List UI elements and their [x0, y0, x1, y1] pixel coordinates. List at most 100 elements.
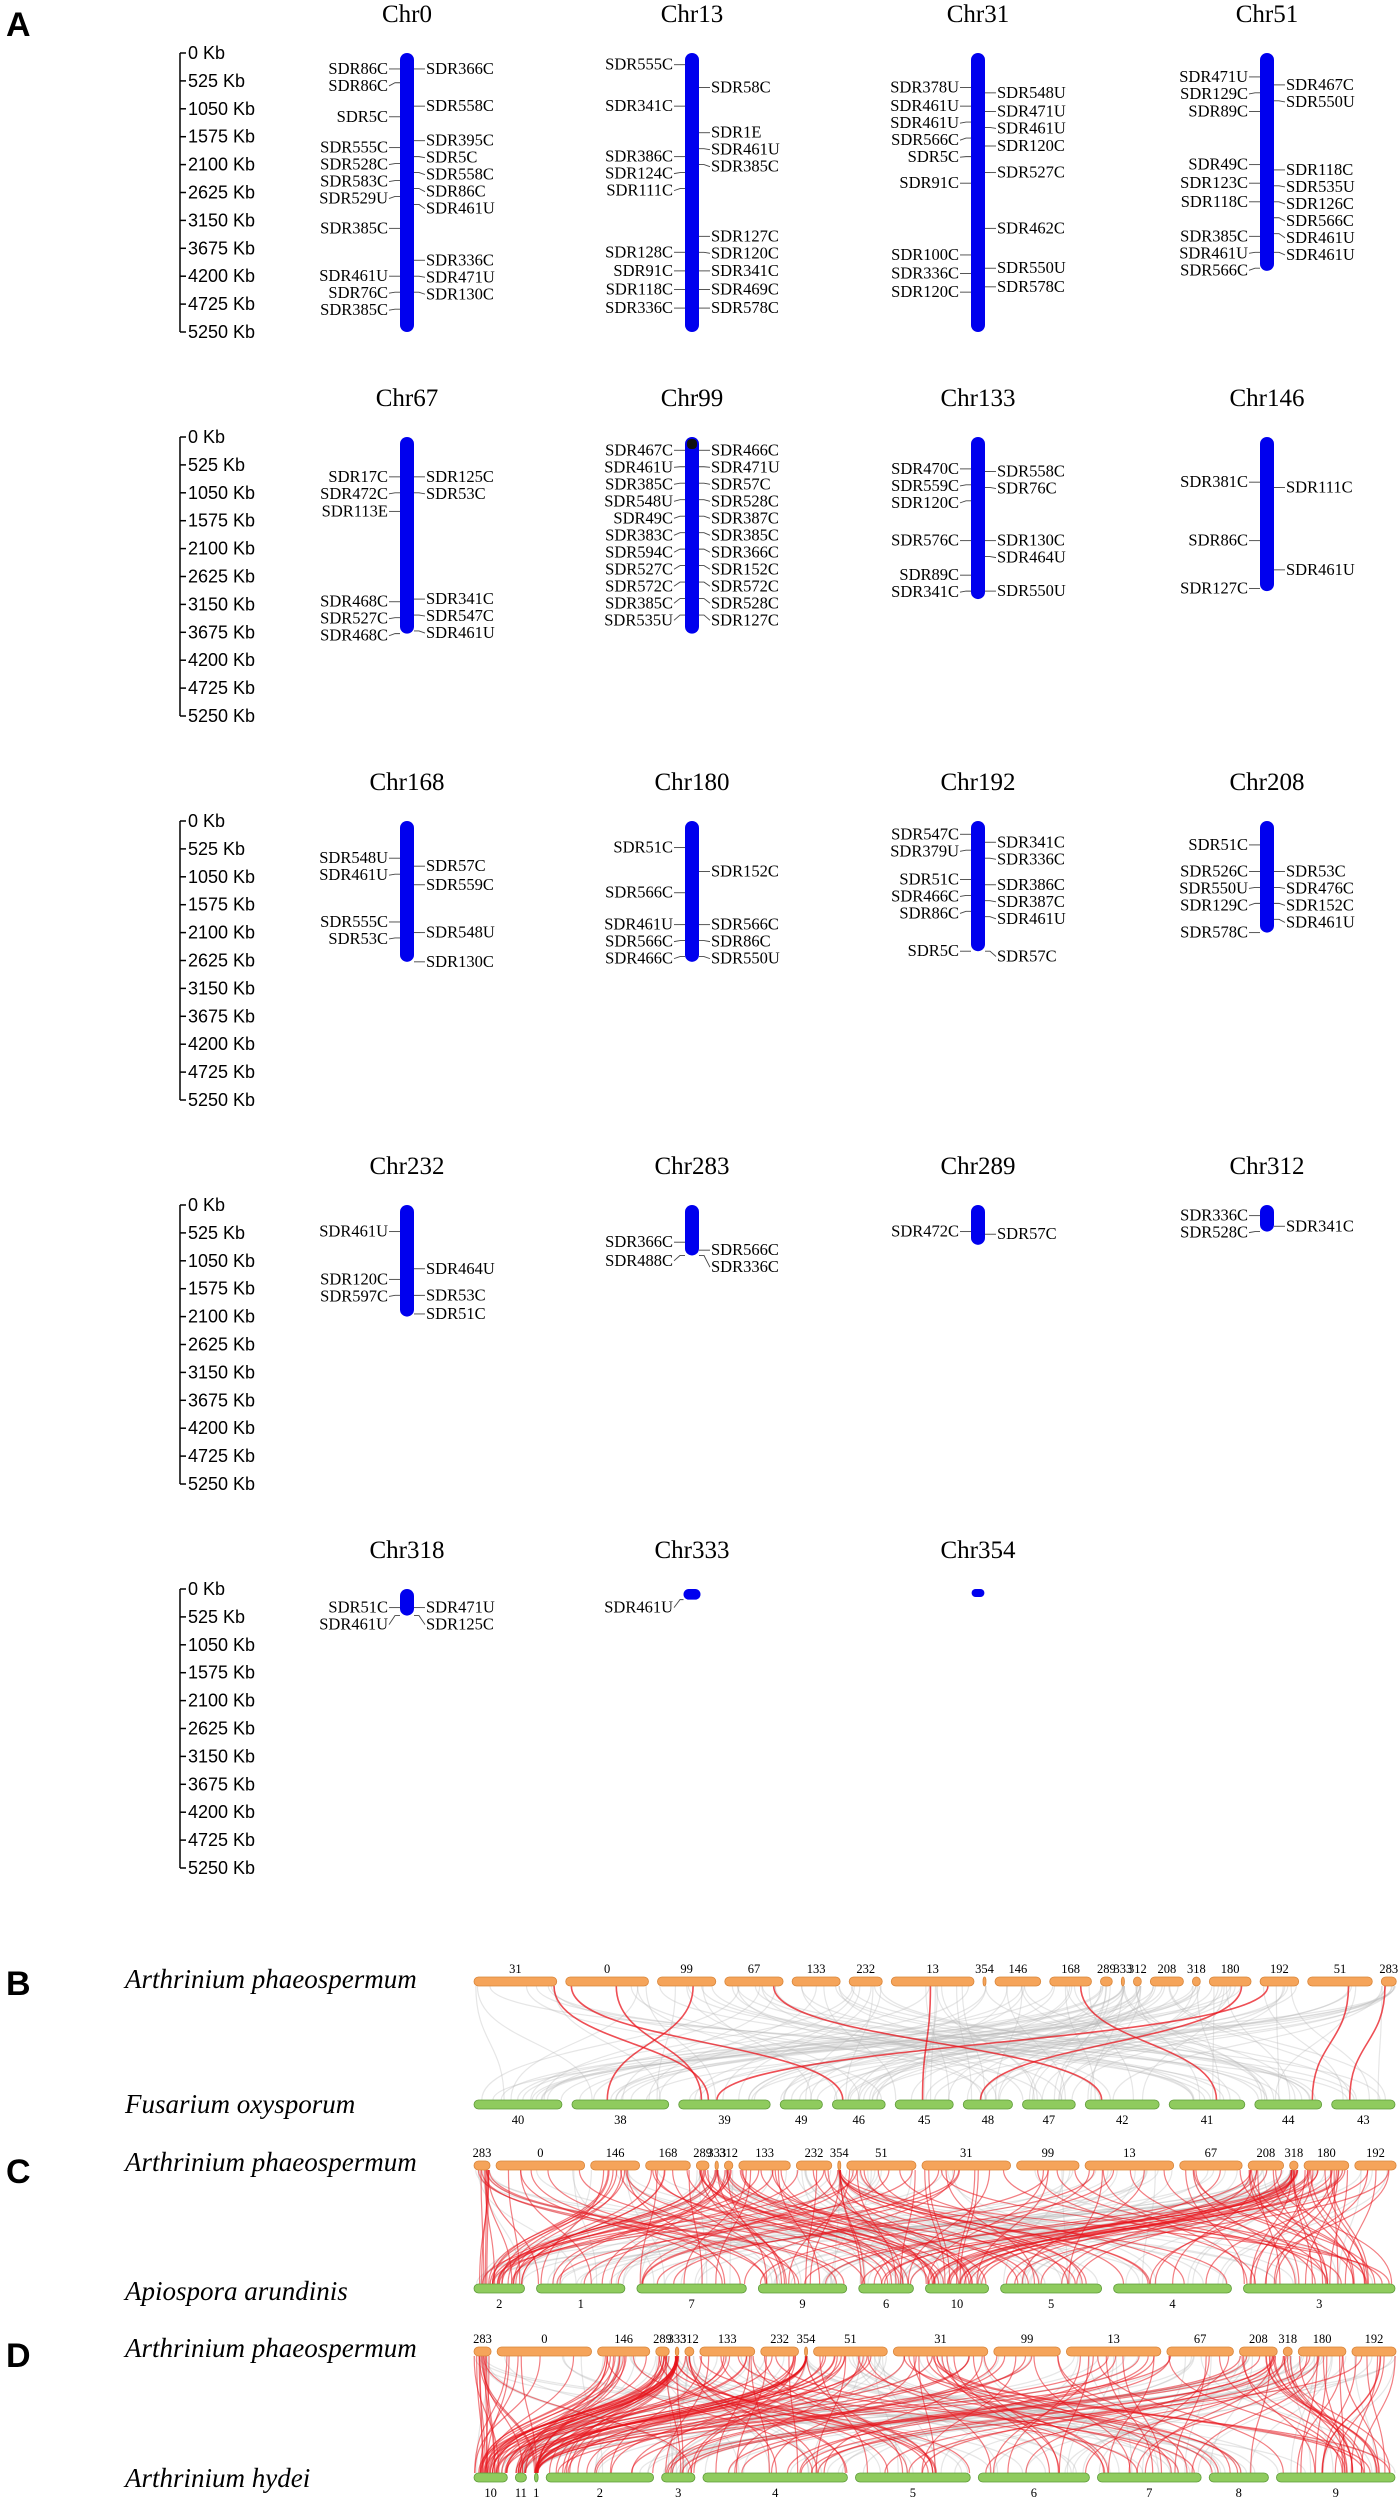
synteny-link-red [586, 2355, 796, 2474]
synteny-link-red [955, 2169, 976, 2285]
chromosome-chr180: Chr180SDR51CSDR566CSDR461USDR566CSDR466C… [604, 769, 780, 968]
panel-d-top-species: Arthrinium phaeospermum [123, 2333, 417, 2363]
synteny-link-grey [680, 2355, 1171, 2474]
synteny-link-grey [546, 1985, 930, 2101]
top-chromosome-bar [848, 1976, 883, 1987]
synteny-link-grey [835, 1985, 1259, 2101]
gene-label: SDR461U [319, 1615, 388, 1634]
top-chromosome-bar [1208, 1976, 1252, 1987]
synteny-link-red [1366, 2355, 1386, 2474]
synteny-link-grey [790, 1985, 1141, 2101]
gene-label: SDR528C [711, 593, 779, 612]
gene-label: SDR57C [997, 1224, 1057, 1243]
top-chromosome-label: 133 [755, 2146, 774, 2160]
synteny-link-grey [531, 1985, 1231, 2101]
synteny-link-red [641, 2169, 839, 2285]
gene-connector [414, 188, 426, 193]
scale-tick-label: 1575 Kb [188, 127, 255, 147]
gene-label: SDR383C [605, 525, 673, 544]
synteny-link-red [1348, 1985, 1386, 2101]
synteny-links [475, 2169, 1393, 2285]
chromosome-chr31: Chr31SDR378USDR461USDR461USDR566CSDR5CSD… [890, 1, 1066, 332]
scale-tick-label: 3150 Kb [188, 1362, 255, 1382]
synteny-link-grey [728, 2355, 1290, 2474]
synteny-link-grey [899, 2169, 1118, 2285]
panel-b-top-species: Arthrinium phaeospermum [123, 1964, 417, 1994]
top-chromosome-bar [1247, 2160, 1285, 2171]
bottom-chromosome-bar [1254, 2099, 1323, 2110]
synteny-link-red [927, 2169, 1045, 2285]
synteny-link-grey [645, 1985, 1395, 2101]
synteny-link-grey [475, 1985, 505, 2101]
scale-tick-label: 525 Kb [188, 1607, 245, 1627]
gene-label: SDR461U [997, 118, 1066, 137]
gene-connector [673, 172, 685, 175]
gene-label: SDR548U [604, 491, 673, 510]
synteny-link-red [857, 2355, 1213, 2474]
synteny-link-grey [879, 1985, 1316, 2101]
bottom-chromosome-label: 44 [1282, 2113, 1295, 2127]
gene-label: SDR120C [891, 493, 959, 512]
synteny-link-red [520, 2355, 538, 2474]
bottom-chromosome-label: 10 [484, 2486, 497, 2500]
synteny-link-red [1128, 2355, 1210, 2474]
synteny-link-grey [1290, 2355, 1316, 2474]
gene-connector [699, 548, 711, 553]
gene-label: SDR555C [320, 912, 388, 931]
synteny-link-red [959, 2169, 979, 2285]
synteny-link-red [559, 2169, 731, 2285]
synteny-link-red [817, 2355, 1274, 2474]
synteny-link-grey [1053, 1985, 1111, 2101]
gene-label: SDR76C [328, 283, 388, 302]
top-chromosome-bar [714, 2160, 719, 2171]
top-chromosome-label: 51 [844, 2332, 857, 2346]
synteny-link-red [615, 1985, 703, 2101]
gene-connector [673, 581, 685, 587]
top-chromosome-label: 51 [875, 2146, 888, 2160]
gene-label: SDR528C [320, 155, 388, 174]
synteny-link-red [1185, 2169, 1245, 2285]
gene-label: SDR461U [890, 96, 959, 115]
synteny-link-red [715, 2169, 752, 2285]
top-chromosome-label: 289 [693, 2146, 712, 2160]
synteny-link-red [524, 2355, 933, 2474]
gene-label: SDR461U [1286, 560, 1355, 579]
synteny-link-red [760, 2169, 1019, 2285]
gene-connector [1274, 217, 1286, 222]
gene-label: SDR129C [1180, 895, 1248, 914]
synteny-link-red [540, 2169, 605, 2285]
top-chromosome-bar [1166, 2346, 1234, 2357]
synteny-link-red [520, 2169, 592, 2285]
top-chromosome-label: 354 [975, 1962, 995, 1976]
scale-tick-label: 3675 Kb [188, 238, 255, 258]
gene-connector [673, 188, 685, 192]
chromosome-title: Chr232 [370, 1153, 445, 1180]
top-chromosome-bar [1239, 2346, 1278, 2357]
gene-label: SDR51C [899, 869, 959, 888]
bottom-chromosome-label: 7 [1146, 2486, 1152, 2500]
bottom-chromosome-label: 2 [496, 2297, 502, 2311]
synteny-link-grey [699, 1985, 1197, 2101]
top-chromosome-label: 333 [707, 2146, 726, 2160]
synteny-link-grey [881, 2355, 937, 2474]
synteny-link-red [1105, 2355, 1154, 2474]
synteny-link-grey [687, 1985, 1225, 2101]
gene-connector [388, 617, 400, 620]
gene-label: SDR86C [328, 59, 388, 78]
synteny-link-grey [647, 2355, 905, 2474]
chromosome-title: Chr333 [655, 1537, 730, 1564]
top-chromosome-bar [495, 2160, 586, 2171]
top-chromosome-bar [590, 2160, 641, 2171]
synteny-link-red [774, 2169, 893, 2285]
gene-label: SDR548U [426, 923, 495, 942]
gene-label: SDR86C [426, 182, 486, 201]
synteny-link-grey [731, 1985, 1063, 2101]
gene-label: SDR5C [426, 148, 477, 167]
synteny-link-grey [476, 1985, 593, 2101]
bottom-chromosome-label: 41 [1201, 2113, 1214, 2127]
gene-connector [699, 1255, 711, 1268]
synteny-link-grey [701, 1985, 1212, 2101]
chromosome-body [1260, 437, 1274, 592]
